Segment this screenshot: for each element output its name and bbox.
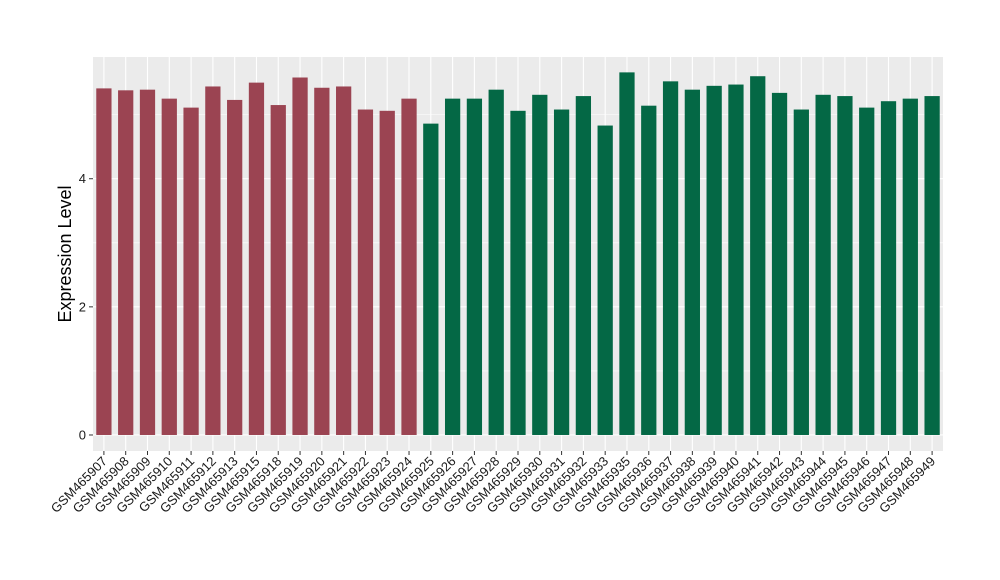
bar bbox=[205, 86, 221, 435]
bar bbox=[444, 98, 461, 435]
bar bbox=[466, 98, 483, 435]
bar bbox=[859, 107, 875, 435]
x-axis: GSM465907GSM465908GSM465909GSM465910GSM4… bbox=[48, 451, 938, 516]
bar bbox=[662, 81, 679, 435]
bar bbox=[837, 96, 853, 435]
bar bbox=[510, 110, 526, 435]
bar bbox=[728, 84, 744, 435]
bar bbox=[118, 90, 134, 435]
y-axis-title: Expression Level bbox=[55, 185, 75, 322]
bar bbox=[227, 99, 243, 435]
bar bbox=[488, 89, 504, 435]
bar bbox=[750, 76, 766, 435]
bar bbox=[902, 98, 918, 435]
bar bbox=[336, 86, 352, 435]
bar bbox=[793, 109, 809, 435]
bar bbox=[684, 89, 700, 435]
bar bbox=[924, 96, 940, 435]
bar bbox=[314, 87, 330, 435]
bar bbox=[553, 109, 570, 435]
bar bbox=[96, 88, 112, 435]
bar bbox=[532, 94, 548, 435]
bar bbox=[139, 89, 156, 435]
bar bbox=[379, 110, 395, 435]
bar bbox=[619, 72, 635, 435]
y-tick-label: 2 bbox=[79, 299, 86, 314]
y-tick-label: 4 bbox=[79, 171, 86, 186]
bar bbox=[597, 125, 613, 435]
bar bbox=[641, 105, 657, 435]
y-axis: 0 2 4 bbox=[79, 171, 93, 442]
bar bbox=[270, 105, 286, 435]
bar bbox=[161, 98, 177, 435]
bar bbox=[183, 107, 199, 435]
bar bbox=[815, 94, 831, 435]
bar bbox=[423, 123, 439, 435]
bars bbox=[96, 72, 940, 435]
bar bbox=[292, 77, 308, 435]
bar bbox=[771, 92, 788, 435]
bar bbox=[706, 85, 722, 435]
bar bbox=[248, 82, 265, 435]
bar bbox=[575, 96, 592, 435]
bar bbox=[401, 98, 417, 435]
bar bbox=[357, 109, 374, 435]
y-tick-label: 0 bbox=[79, 427, 86, 442]
bar bbox=[880, 101, 897, 435]
